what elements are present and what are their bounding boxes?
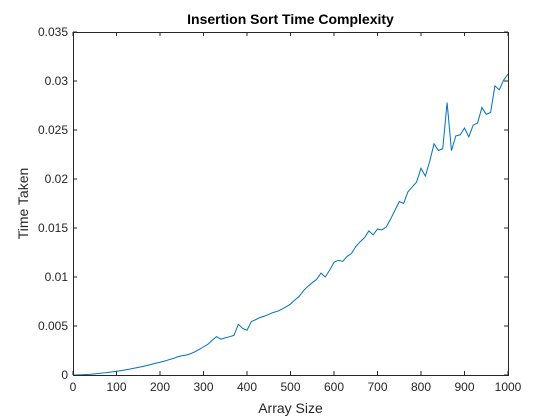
series-line [72, 73, 509, 376]
y-axis-label: Time Taken [15, 168, 31, 240]
y-tick-label: 0 [61, 368, 68, 382]
chart-title: Insertion Sort Time Complexity [187, 11, 394, 27]
axes-box [73, 32, 509, 376]
x-tick-label: 600 [324, 380, 344, 394]
plot-background [73, 32, 508, 375]
y-ticks: 0 0.005 0.01 0.015 0.02 0.025 0.03 0.035 [38, 25, 508, 382]
x-tick-label: 400 [237, 380, 257, 394]
x-tick-label: 900 [454, 380, 474, 394]
y-tick-label: 0.005 [38, 319, 68, 333]
y-tick-label: 0.03 [45, 74, 69, 88]
x-tick-label: 700 [367, 380, 387, 394]
x-axis-label: Array Size [258, 400, 323, 416]
x-tick-label: 800 [411, 380, 431, 394]
x-ticks: 0 100 200 300 400 500 600 700 800 900 1000 [70, 32, 522, 394]
x-tick-label: 500 [280, 380, 300, 394]
y-tick-label: 0.02 [45, 172, 69, 186]
plot-area: 0 100 200 300 400 500 600 700 800 900 1000 00.0050… [38, 25, 522, 394]
x-tick-label: 1000 [495, 380, 522, 394]
x-tick-label: 200 [150, 380, 170, 394]
x-tick-label: 100 [106, 380, 126, 394]
y-tick-label: 0.035 [38, 25, 68, 39]
y-tick-label: 0.01 [45, 270, 69, 284]
y-tick-label: 0.025 [38, 123, 68, 137]
x-tick-label: 0 [70, 380, 77, 394]
x-tick-label: 300 [193, 380, 213, 394]
y-tick-label: 0.015 [38, 221, 68, 235]
